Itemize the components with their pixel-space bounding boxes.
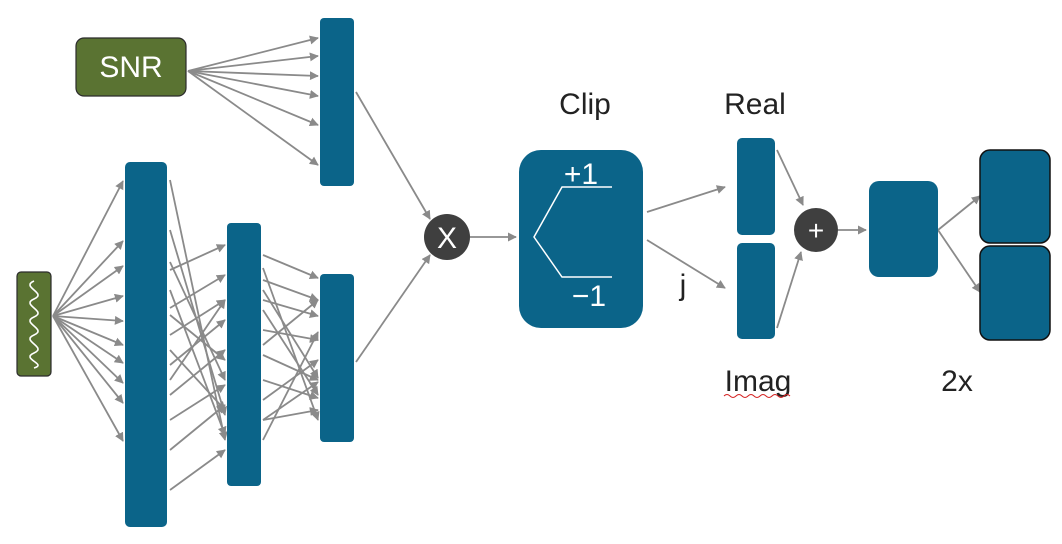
connection-arrow <box>169 319 226 366</box>
hidden-layer-3 <box>320 274 354 442</box>
connection-arrow <box>187 70 319 81</box>
connection-arrow <box>187 35 319 72</box>
connection-arrow <box>262 279 319 302</box>
duplicate-label: 2x <box>941 365 973 398</box>
connection-arrow <box>776 149 804 206</box>
connection-arrow <box>776 251 803 329</box>
connection-arrow <box>355 91 431 220</box>
connection-arrow <box>646 239 726 289</box>
snr-label: SNR <box>99 51 162 84</box>
combined-output-block <box>869 181 938 277</box>
clip-label: Clip <box>559 88 611 121</box>
connection-arrow <box>262 267 320 421</box>
connection-arrow <box>52 315 124 384</box>
svg-text:X: X <box>437 222 457 255</box>
multiply-operator-icon: X <box>424 214 470 260</box>
connection-arrows <box>52 35 981 491</box>
connection-arrow <box>169 349 226 411</box>
connection-arrow <box>262 331 319 441</box>
connection-arrow <box>262 299 319 346</box>
connection-arrow <box>262 407 319 421</box>
connection-arrow <box>187 70 319 166</box>
svg-text:+: + <box>808 215 824 246</box>
connection-arrow <box>52 265 124 317</box>
connection-arrow <box>262 359 319 401</box>
connection-arrow <box>937 229 981 293</box>
spellcheck-underline <box>723 394 791 398</box>
connection-arrow <box>52 240 124 317</box>
connection-arrow <box>169 384 226 421</box>
connection-arrow <box>169 179 228 441</box>
connection-arrow <box>355 254 431 363</box>
duplicate-output-block-top <box>979 149 1051 244</box>
connection-arrow <box>169 314 226 361</box>
connection-arrow <box>262 309 319 396</box>
connection-arrow <box>187 52 319 72</box>
connection-arrow <box>262 299 319 319</box>
connection-arrow <box>187 70 319 99</box>
snr-dense-layer <box>320 18 354 186</box>
clip-upper-label: +1 <box>564 158 598 191</box>
add-operator-icon: + <box>794 208 838 252</box>
signal-input-box <box>16 271 52 377</box>
real-label: Real <box>724 88 786 121</box>
connection-arrow <box>937 195 981 231</box>
connection-arrow <box>262 354 319 381</box>
clip-function-icon <box>533 186 612 278</box>
connection-arrow <box>52 315 124 404</box>
duplicate-output-block-bottom <box>979 245 1051 341</box>
connection-arrow <box>52 180 124 317</box>
connection-arrow <box>169 244 226 271</box>
connection-arrow <box>52 315 124 364</box>
connection-arrow <box>52 293 124 317</box>
connection-arrow <box>169 274 226 309</box>
connection-arrow <box>646 185 726 213</box>
real-block <box>737 138 775 235</box>
sine-wave-icon <box>29 280 39 369</box>
connection-arrow <box>187 70 319 127</box>
clip-lower-label: −1 <box>572 280 606 313</box>
connection-arrow <box>169 261 226 381</box>
connection-arrow <box>262 254 319 280</box>
j-label: j <box>679 269 687 302</box>
connection-arrow <box>169 349 226 396</box>
connection-arrow <box>169 449 226 491</box>
hidden-layer-1 <box>125 162 167 527</box>
hidden-layer-2 <box>227 223 261 486</box>
connection-arrow <box>262 289 319 379</box>
connection-arrow <box>169 299 226 381</box>
connection-arrow <box>52 315 124 347</box>
clip-block: +1 −1 <box>519 150 643 328</box>
imag-block <box>737 243 775 339</box>
connection-arrow <box>169 299 226 336</box>
connection-arrow <box>169 289 227 436</box>
connection-arrow <box>52 315 124 325</box>
imag-label: Imag <box>725 365 792 398</box>
snr-input-box: SNR <box>75 37 187 97</box>
connection-arrow <box>52 315 124 442</box>
connection-arrow <box>262 381 319 421</box>
